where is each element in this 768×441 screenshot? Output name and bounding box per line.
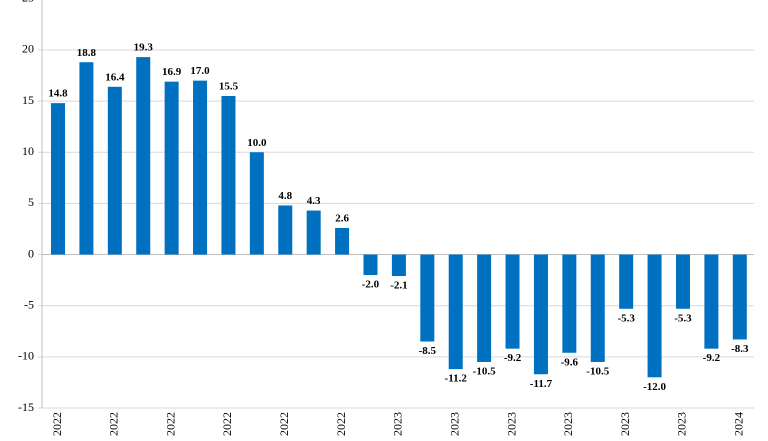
- bar: [391, 254, 406, 277]
- bar: [221, 95, 236, 255]
- value-label: 2.6: [335, 212, 349, 224]
- value-label: 18.8: [77, 47, 97, 59]
- bar: [590, 254, 605, 362]
- x-tick-label: 2022: [50, 412, 64, 436]
- bar: [448, 254, 463, 370]
- x-tick-label: 2022: [163, 412, 177, 436]
- value-label: 19.3: [134, 42, 154, 54]
- bar: [533, 254, 548, 375]
- bar: [675, 254, 690, 309]
- bar: [136, 57, 151, 255]
- bar: [278, 205, 293, 255]
- value-label: -8.5: [419, 345, 437, 357]
- x-tick-label: 2022: [107, 412, 121, 436]
- value-label: -12.0: [643, 381, 666, 393]
- y-tick-label: 20: [22, 42, 34, 56]
- value-label: 15.5: [219, 81, 239, 93]
- bar: [249, 152, 264, 255]
- x-tick-label: 2023: [504, 412, 518, 436]
- x-tick-label: 2022: [334, 412, 348, 436]
- value-label: 17.0: [190, 65, 210, 77]
- value-label: 14.8: [48, 88, 68, 100]
- bar: [335, 227, 350, 255]
- x-tick-label: 2022: [277, 412, 291, 436]
- bar: [562, 254, 577, 353]
- bar: [107, 86, 122, 255]
- bar: [477, 254, 492, 362]
- bar: [306, 210, 321, 255]
- value-label: -5.3: [617, 312, 635, 324]
- x-tick-label: 2022: [220, 412, 234, 436]
- bar: [193, 80, 208, 255]
- x-tick-label: 2024: [732, 412, 746, 436]
- y-tick-label: -15: [18, 400, 34, 414]
- bar: [164, 81, 179, 255]
- x-tick-label: 2023: [447, 412, 461, 436]
- y-tick-label: -5: [24, 297, 34, 311]
- x-tick-label: 2023: [675, 412, 689, 436]
- value-label: -2.1: [390, 280, 407, 292]
- y-tick-label: -10: [18, 349, 34, 363]
- value-label: -8.3: [731, 343, 749, 355]
- value-label: -2.0: [362, 279, 380, 291]
- value-label: 16.9: [162, 66, 182, 78]
- y-tick-label: 5: [28, 195, 34, 209]
- value-label: -10.5: [586, 365, 609, 377]
- y-tick-label: 10: [22, 144, 34, 158]
- value-label: -10.5: [473, 365, 496, 377]
- bar: [619, 254, 634, 309]
- bar: [505, 254, 520, 349]
- value-label: 16.4: [105, 71, 125, 83]
- value-label: -5.3: [674, 312, 692, 324]
- value-label: 4.8: [278, 190, 292, 202]
- x-tick-label: 2023: [618, 412, 632, 436]
- x-tick-label: 2023: [391, 412, 405, 436]
- value-label: -9.6: [561, 356, 579, 368]
- y-tick-label: 15: [22, 93, 34, 107]
- bar: [732, 254, 747, 340]
- value-label: -9.2: [703, 352, 721, 364]
- x-tick-label: 2023: [561, 412, 575, 436]
- bar: [79, 62, 94, 255]
- y-tick-label: 0: [28, 246, 34, 260]
- value-label: -11.2: [445, 373, 468, 385]
- value-label: -11.7: [530, 378, 553, 390]
- value-label: 10.0: [247, 137, 267, 149]
- value-label: 4.3: [307, 195, 321, 207]
- bar: [363, 254, 378, 276]
- bar: [704, 254, 719, 349]
- y-tick-label: 25: [22, 0, 34, 5]
- bar: [420, 254, 435, 342]
- bar: [647, 254, 662, 378]
- value-label: -9.2: [504, 352, 522, 364]
- bar: [51, 103, 66, 255]
